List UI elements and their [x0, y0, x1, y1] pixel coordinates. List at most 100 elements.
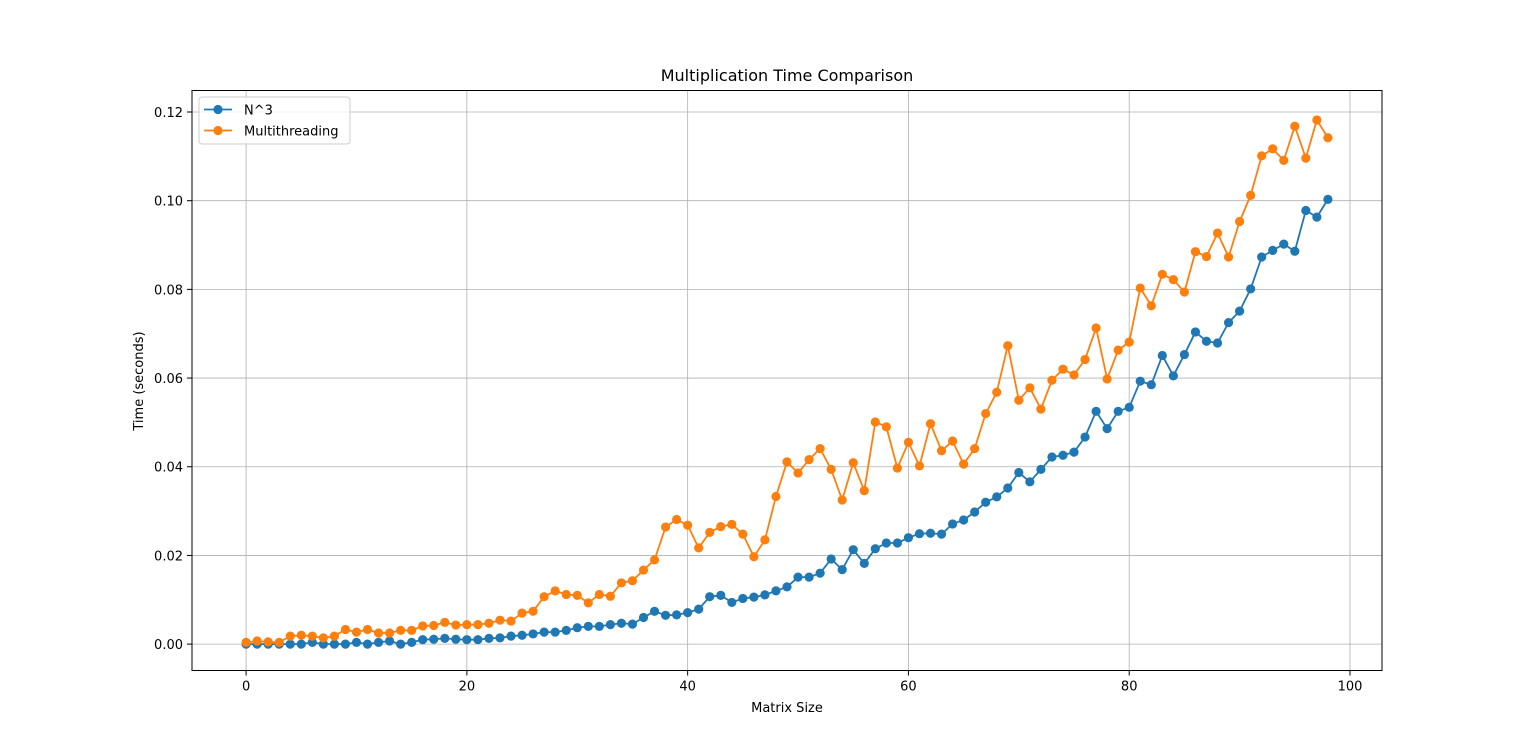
x-tick-label: 60: [900, 680, 917, 695]
data-point: [649, 555, 660, 565]
data-point: [1312, 115, 1322, 125]
data-point: [1168, 371, 1178, 381]
data-point: [1223, 318, 1234, 328]
data-point: [1058, 450, 1068, 460]
data-point: [683, 520, 693, 530]
data-point: [881, 538, 891, 548]
data-point: [440, 617, 450, 627]
series-multithreading: [241, 115, 1333, 647]
data-point: [373, 628, 384, 638]
data-point: [705, 592, 715, 602]
data-point: [550, 586, 560, 596]
data-point: [903, 533, 914, 543]
data-point: [660, 522, 671, 532]
data-point: [1168, 275, 1178, 285]
data-point: [1047, 452, 1057, 462]
data-point: [1146, 301, 1156, 311]
data-point: [992, 492, 1002, 502]
legend: N^3 Multithreading: [198, 96, 351, 145]
data-point: [627, 576, 638, 586]
data-point: [793, 572, 803, 582]
data-point: [1312, 212, 1322, 222]
x-tick-label: 40: [679, 680, 696, 695]
data-point: [672, 610, 682, 620]
data-point: [285, 631, 295, 641]
data-point: [815, 568, 825, 578]
data-point: [429, 620, 439, 631]
data-point: [981, 408, 991, 419]
data-point: [539, 592, 549, 602]
data-point: [495, 633, 505, 643]
data-point: [1246, 190, 1256, 200]
data-point: [1257, 252, 1267, 262]
data-point: [351, 627, 362, 637]
data-point: [1323, 133, 1333, 143]
data-point: [1279, 239, 1289, 249]
data-point: [1069, 447, 1079, 457]
data-point: [263, 637, 273, 647]
data-point: [1113, 406, 1123, 416]
data-point: [683, 608, 693, 618]
data-point: [870, 417, 880, 427]
data-point: [385, 628, 395, 638]
data-point: [738, 593, 748, 604]
data-point: [329, 631, 339, 641]
data-point: [837, 495, 847, 505]
y-axis-ticks: 0.00 0.02 0.04 0.06 0.08 0.10 0.12: [154, 106, 192, 653]
data-point: [385, 636, 395, 646]
data-point: [925, 419, 936, 429]
data-point: [1091, 323, 1101, 333]
data-point: [947, 519, 958, 529]
x-tick-label: 100: [1338, 680, 1363, 695]
data-point: [826, 554, 836, 564]
data-point: [594, 589, 604, 600]
data-point: [947, 436, 958, 446]
data-point: [1212, 228, 1223, 238]
data-point: [407, 637, 417, 647]
data-point: [528, 606, 538, 616]
y-tick-label: 0.00: [154, 638, 183, 653]
data-point: [473, 620, 483, 630]
data-point: [749, 592, 759, 602]
data-point: [970, 507, 980, 517]
data-point: [1268, 144, 1278, 154]
data-point: [1301, 153, 1311, 163]
data-point: [1301, 205, 1311, 216]
legend-marker: [213, 104, 223, 115]
data-point: [638, 612, 649, 623]
data-point: [848, 545, 858, 555]
data-point: [1179, 287, 1189, 297]
data-point: [1290, 246, 1300, 256]
data-point: [837, 565, 847, 575]
data-point: [440, 633, 450, 643]
data-point: [1058, 364, 1068, 374]
data-point: [881, 422, 891, 432]
data-point: [539, 627, 549, 637]
data-point: [981, 497, 991, 507]
data-point: [495, 615, 505, 625]
data-point: [1157, 269, 1167, 279]
data-point: [1323, 194, 1333, 204]
data-point: [892, 538, 902, 548]
data-point: [1003, 341, 1013, 351]
data-point: [1080, 354, 1090, 365]
data-point: [992, 387, 1002, 397]
data-point: [1257, 151, 1267, 161]
data-point: [484, 618, 494, 628]
data-point: [329, 639, 339, 649]
data-point: [1036, 464, 1046, 475]
data-point: [561, 625, 571, 635]
data-point: [936, 529, 947, 539]
data-point: [528, 629, 538, 639]
data-point: [914, 461, 925, 471]
data-point: [716, 590, 726, 600]
data-point: [903, 437, 914, 447]
data-point: [1124, 402, 1134, 412]
data-point: [1124, 337, 1134, 347]
data-point: [925, 528, 936, 538]
data-point: [362, 624, 373, 635]
data-point: [1268, 245, 1278, 255]
data-point: [782, 582, 792, 592]
data-point: [1014, 467, 1024, 478]
